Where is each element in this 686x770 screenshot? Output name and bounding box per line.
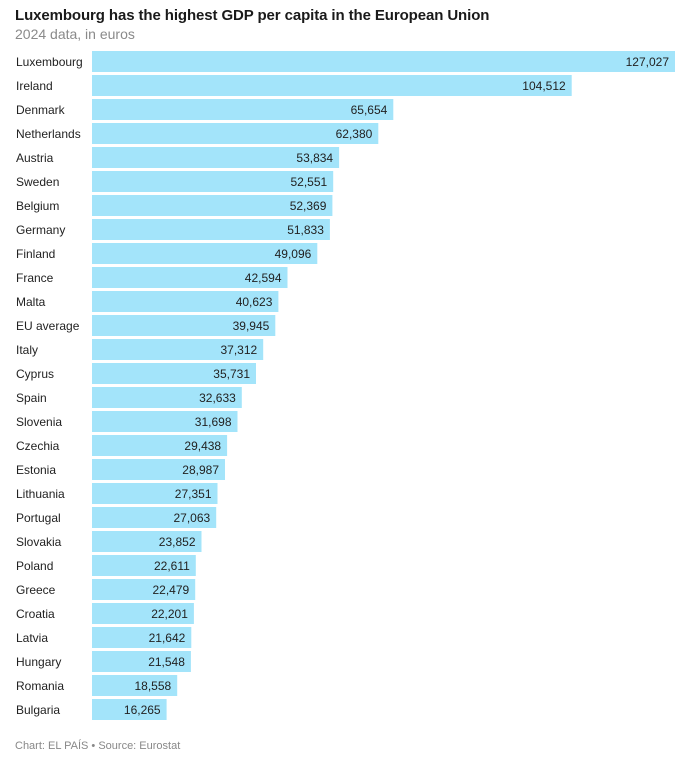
category-label: Romania xyxy=(16,679,64,693)
bar-sweden xyxy=(92,171,334,192)
category-label: Poland xyxy=(16,559,53,573)
value-label: 21,642 xyxy=(149,631,186,645)
value-label: 127,027 xyxy=(626,55,670,69)
value-label: 40,623 xyxy=(236,295,273,309)
bar-slovakia xyxy=(92,531,202,552)
bar-italy xyxy=(92,339,264,360)
bar-poland xyxy=(92,555,196,576)
category-label: Croatia xyxy=(16,607,55,621)
category-label: Austria xyxy=(16,151,54,165)
category-label: Spain xyxy=(16,391,47,405)
category-label: Slovenia xyxy=(16,415,62,429)
category-label: Hungary xyxy=(16,655,61,669)
bar-spain xyxy=(92,387,242,408)
value-label: 39,945 xyxy=(233,319,270,333)
bar-portugal xyxy=(92,507,217,528)
value-label: 52,551 xyxy=(290,175,327,189)
bar-netherlands xyxy=(92,123,379,144)
value-label: 22,479 xyxy=(152,583,189,597)
bar-czechia xyxy=(92,435,228,456)
value-label: 16,265 xyxy=(124,703,161,717)
category-label: Latvia xyxy=(16,631,48,645)
bar-croatia xyxy=(92,603,194,624)
bar-austria xyxy=(92,147,340,168)
category-label: Italy xyxy=(16,343,38,357)
bar-estonia xyxy=(92,459,225,480)
category-label: Slovakia xyxy=(16,535,62,549)
chart-subtitle: 2024 data, in euros xyxy=(15,26,135,42)
bar-cyprus xyxy=(92,363,256,384)
bar-luxembourg xyxy=(92,51,675,72)
value-label: 51,833 xyxy=(287,223,324,237)
value-label: 23,852 xyxy=(159,535,196,549)
category-label: Finland xyxy=(16,247,55,261)
category-label: Germany xyxy=(16,223,65,237)
bar-latvia xyxy=(92,627,192,648)
bar-slovenia xyxy=(92,411,238,432)
value-label: 52,369 xyxy=(290,199,327,213)
bar-ireland xyxy=(92,75,572,96)
value-label: 37,312 xyxy=(220,343,257,357)
value-label: 42,594 xyxy=(245,271,282,285)
category-label: Greece xyxy=(16,583,56,597)
value-label: 18,558 xyxy=(134,679,171,693)
bar-france xyxy=(92,267,288,288)
value-label: 28,987 xyxy=(182,463,219,477)
bar-belgium xyxy=(92,195,333,216)
category-label: Ireland xyxy=(16,79,53,93)
bar-finland xyxy=(92,243,318,264)
category-label: EU average xyxy=(16,319,80,333)
category-label: Denmark xyxy=(16,103,66,117)
bar-hungary xyxy=(92,651,191,672)
category-label: Estonia xyxy=(16,463,56,477)
value-label: 62,380 xyxy=(336,127,373,141)
value-label: 21,548 xyxy=(148,655,185,669)
value-label: 65,654 xyxy=(351,103,388,117)
category-label: France xyxy=(16,271,54,285)
bar-eu-average xyxy=(92,315,276,336)
bar-romania xyxy=(92,675,178,696)
value-label: 49,096 xyxy=(275,247,312,261)
chart-footer: Chart: EL PAÍS • Source: Eurostat xyxy=(15,740,181,752)
category-label: Netherlands xyxy=(16,127,81,141)
value-label: 27,351 xyxy=(175,487,212,501)
value-label: 27,063 xyxy=(173,511,210,525)
category-label: Lithuania xyxy=(16,487,65,501)
category-label: Portugal xyxy=(16,511,61,525)
value-label: 22,201 xyxy=(151,607,188,621)
category-label: Cyprus xyxy=(16,367,54,381)
category-label: Czechia xyxy=(16,439,60,453)
category-label: Sweden xyxy=(16,175,59,189)
value-label: 31,698 xyxy=(195,415,232,429)
bar-bulgaria xyxy=(92,699,167,720)
category-label: Luxembourg xyxy=(16,55,83,69)
value-label: 53,834 xyxy=(296,151,333,165)
bar-malta xyxy=(92,291,279,312)
chart-title: Luxembourg has the highest GDP per capit… xyxy=(15,7,490,24)
value-label: 104,512 xyxy=(522,79,566,93)
bar-denmark xyxy=(92,99,394,120)
category-label: Bulgaria xyxy=(16,703,60,717)
value-label: 32,633 xyxy=(199,391,236,405)
value-label: 35,731 xyxy=(213,367,250,381)
category-label: Malta xyxy=(16,295,46,309)
bar-lithuania xyxy=(92,483,218,504)
bar-greece xyxy=(92,579,196,600)
category-label: Belgium xyxy=(16,199,59,213)
value-label: 29,438 xyxy=(184,439,221,453)
value-label: 22,611 xyxy=(154,559,190,573)
bar-germany xyxy=(92,219,330,240)
